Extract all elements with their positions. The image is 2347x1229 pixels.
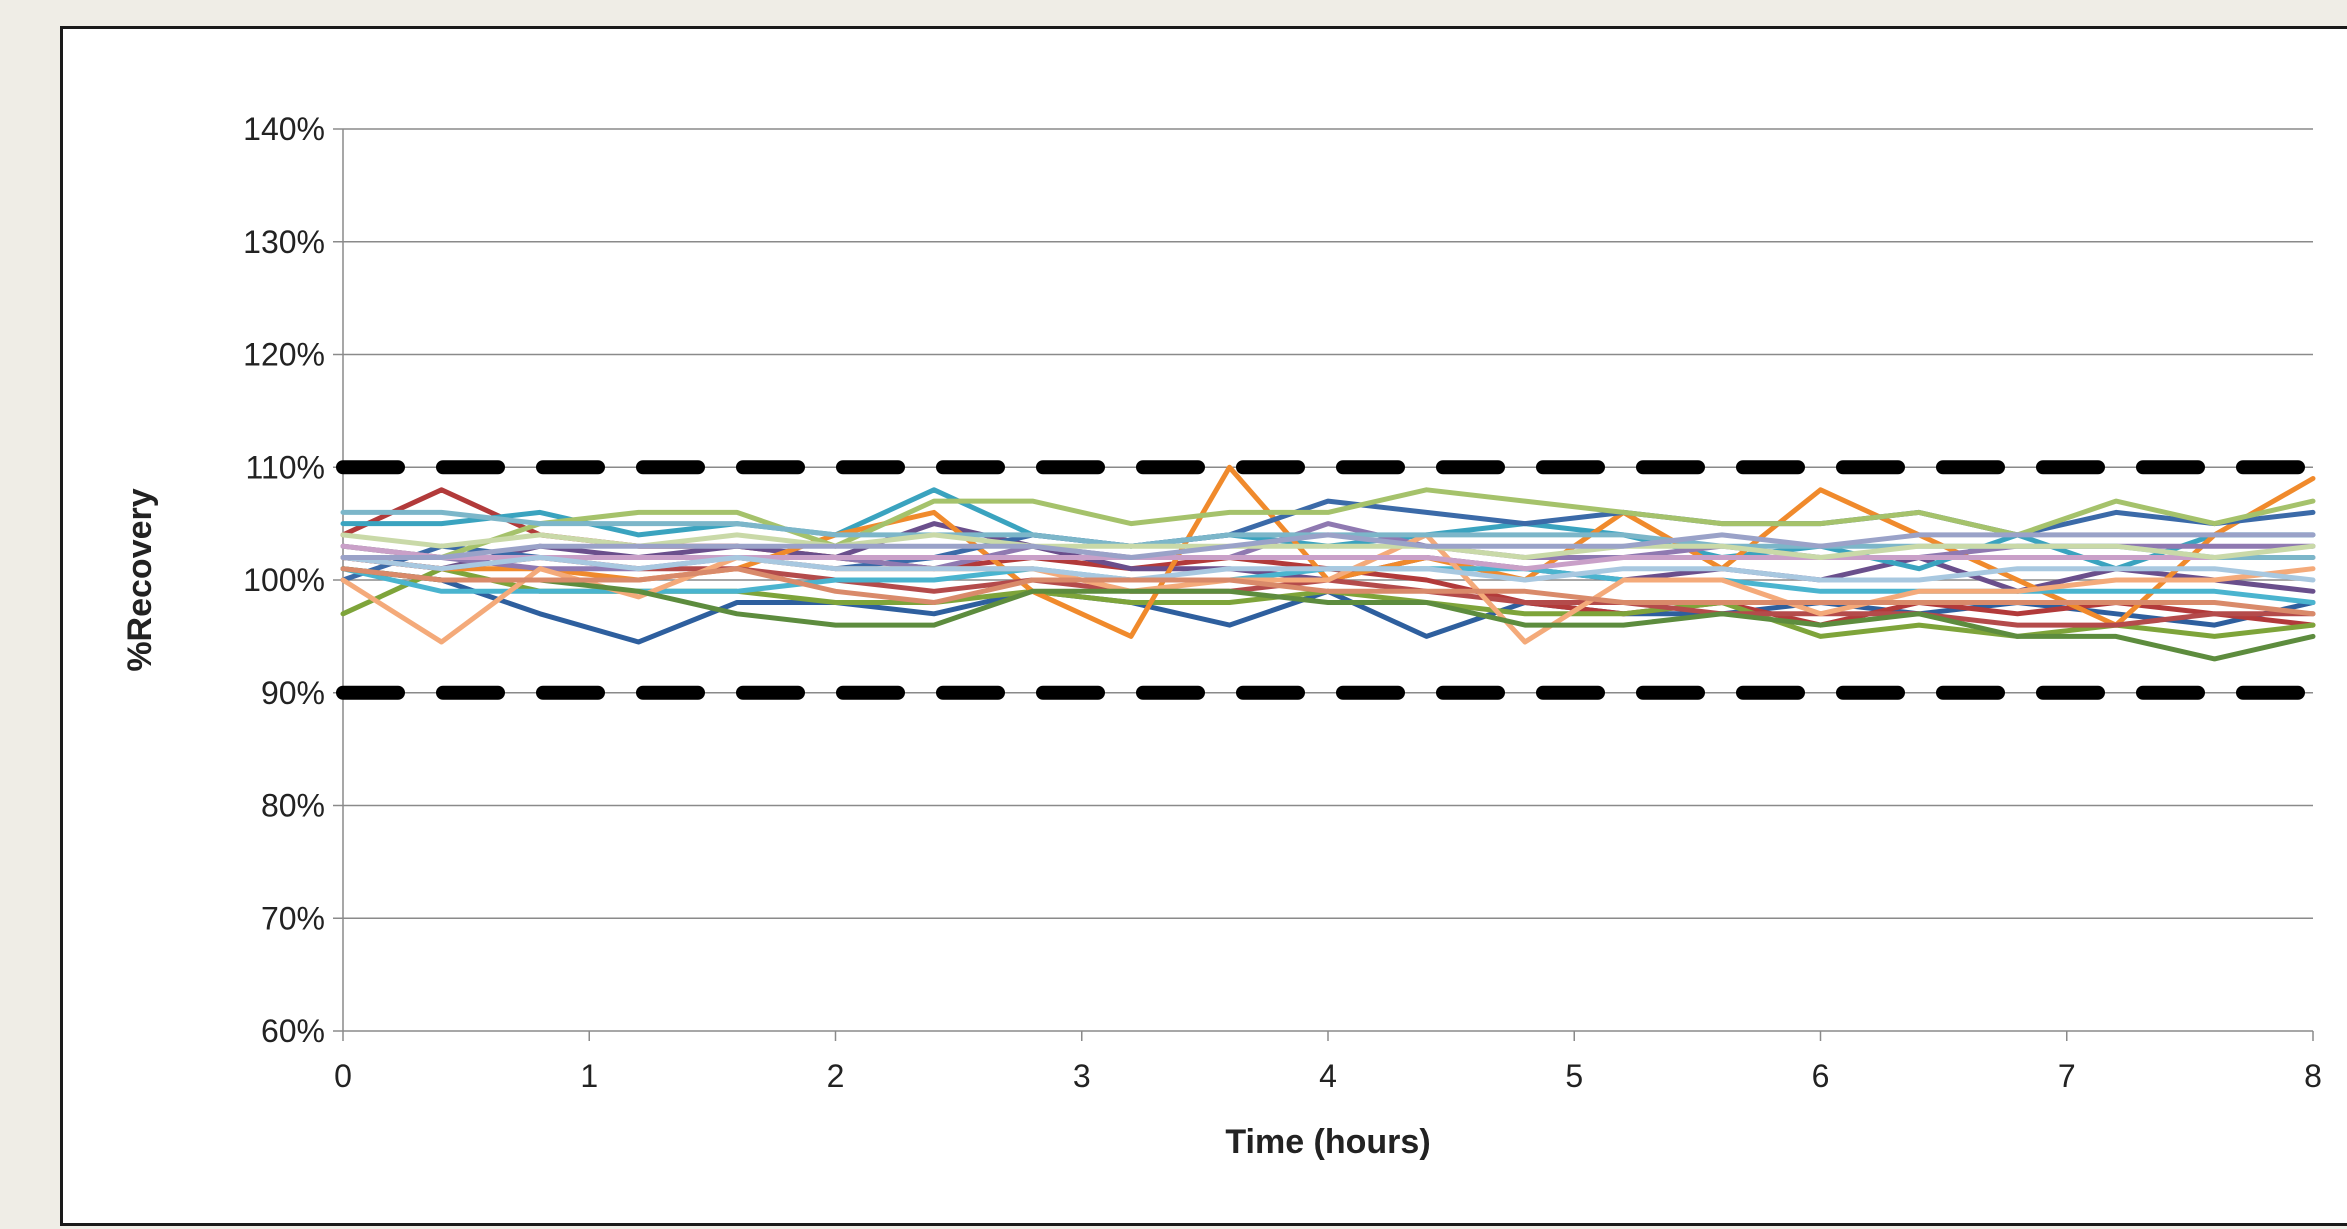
x-tick-label: 1 [580, 1058, 598, 1094]
x-tick-label: 8 [2304, 1058, 2322, 1094]
x-tick-label: 4 [1319, 1058, 1337, 1094]
series-line-15 [340, 555, 2316, 583]
x-axis-title: Time (hours) [1225, 1123, 1430, 1161]
x-tick-label: 2 [827, 1058, 845, 1094]
series-line-6 [340, 464, 2316, 639]
y-tick-label: 140% [243, 111, 325, 147]
axis-layer [333, 128, 2314, 1041]
series-line-12 [340, 532, 2316, 645]
y-tick-label: 60% [261, 1013, 325, 1049]
series-line-17 [340, 532, 2316, 560]
y-tick-label: 80% [261, 788, 325, 824]
line-chart: 60% 70% 80% 90% 100% 110% 120% 130% 140% 0 1 2 3 4 5 6 7… [121, 111, 2322, 1161]
x-tick-label: 7 [2058, 1058, 2076, 1094]
chart-frame: 60% 70% 80% 90% 100% 110% 120% 130% 140% 0 1 2 3 4 5 6 7… [60, 26, 2347, 1226]
x-tick-label: 5 [1565, 1058, 1583, 1094]
y-tick-label: 70% [261, 900, 325, 936]
y-tick-label: 100% [243, 562, 325, 598]
y-tick-label: 130% [243, 224, 325, 260]
series-line-14 [340, 543, 2316, 572]
series-line-9 [340, 487, 2316, 560]
y-axis-title: %Recovery [121, 488, 159, 671]
series-layer [340, 464, 2316, 662]
series-line-13 [340, 566, 2316, 662]
x-tick-label: 3 [1073, 1058, 1091, 1094]
y-tick-label: 110% [246, 449, 325, 485]
x-tick-label: 6 [1812, 1058, 1830, 1094]
y-tick-label: 120% [243, 337, 325, 373]
limit-layer [336, 460, 2320, 700]
series-line-18 [340, 566, 2316, 617]
y-tick-label: 90% [261, 675, 325, 711]
x-tick-label: 0 [334, 1058, 352, 1094]
series-line-19 [340, 532, 2316, 560]
label-layer: 60% 70% 80% 90% 100% 110% 120% 130% 140% 0 1 2 3 4 5 6 7… [243, 111, 2322, 1094]
